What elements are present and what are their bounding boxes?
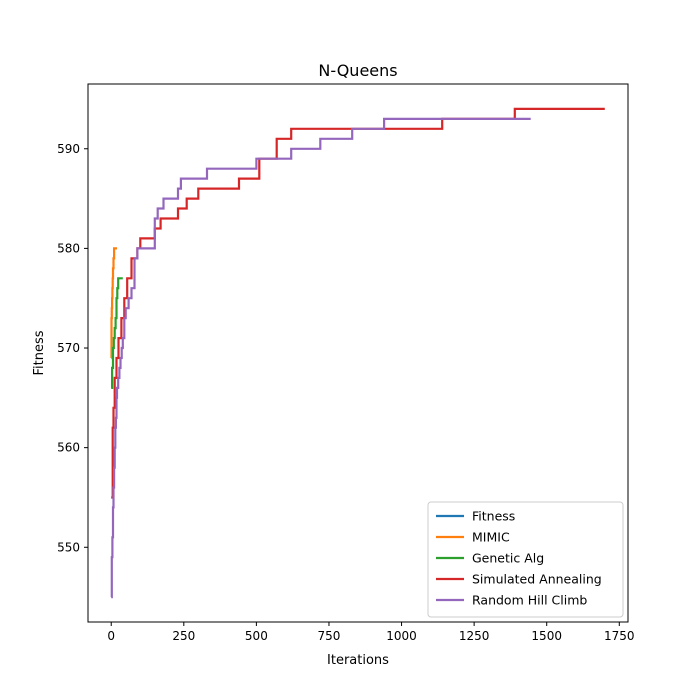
series-layer [110,107,605,599]
x-tick-label: 1750 [604,629,635,643]
y-tick-label: 560 [57,441,80,455]
y-tick-label: 570 [57,341,80,355]
series-line-1 [110,247,117,360]
y-tick-label: 590 [57,142,80,156]
x-tick-label: 250 [172,629,195,643]
x-tick-label: 1250 [459,629,490,643]
x-tick-label: 1500 [531,629,562,643]
x-tick-label: 0 [107,629,115,643]
y-axis: 550 560 570 580 590 [57,142,88,554]
x-axis-label: Iterations [327,653,389,668]
series-line-2 [111,277,123,389]
legend-entry: Random Hill Climb [472,593,587,608]
plot-area [87,83,629,623]
y-tick-label: 550 [57,540,80,554]
y-tick-label: 580 [57,241,80,255]
x-tick-label: 750 [318,629,341,643]
chart-title: N-Queens [318,61,397,80]
y-axis-label: Fitness [32,330,47,375]
x-axis: 0 250 500 750 1000 1250 1500 1750 [107,622,635,643]
legend: Fitness MIMIC Genetic Alg Simulated Anneali… [427,501,624,618]
legend-entry: Genetic Alg [472,551,544,566]
legend-entry: Simulated Annealing [472,572,602,587]
series-line-3 [111,107,605,499]
axes-frame [87,83,629,623]
legend-entry: Fitness [472,509,515,524]
legend-box [427,501,624,618]
series-line-4 [110,117,531,599]
legend-entry: MIMIC [472,530,510,545]
x-tick-label: 1000 [386,629,417,643]
x-tick-label: 500 [245,629,268,643]
